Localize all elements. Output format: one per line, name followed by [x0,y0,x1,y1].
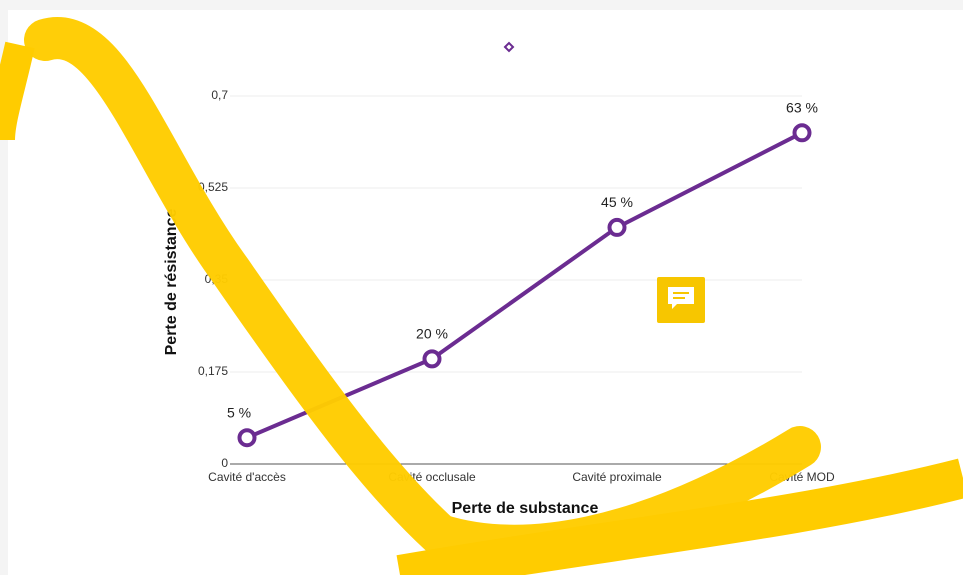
y-tick-label: 0,7 [211,88,228,102]
data-point [425,351,440,366]
comment-button[interactable] [657,277,705,323]
data-label: 5 % [227,404,251,420]
data-point [610,220,625,235]
page: {"chart_data": {"type": "line", "x_label… [0,0,963,575]
y-tick-label: 0,175 [198,364,228,378]
data-label: 45 % [601,194,633,210]
x-tick-label: Cavité proximale [572,470,662,484]
data-point [795,125,810,140]
x-tick-label: Cavité d'accès [208,470,286,484]
data-point [240,430,255,445]
chart: 00,1750,350,5250,7Cavité d'accèsCavité o… [0,0,963,575]
data-label: 20 % [416,326,448,342]
x-axis-title: Perte de substance [452,500,599,517]
data-label: 63 % [786,100,818,116]
y-tick-label: 0 [221,456,228,470]
y-axis-title: Perte de résistance [163,209,180,356]
